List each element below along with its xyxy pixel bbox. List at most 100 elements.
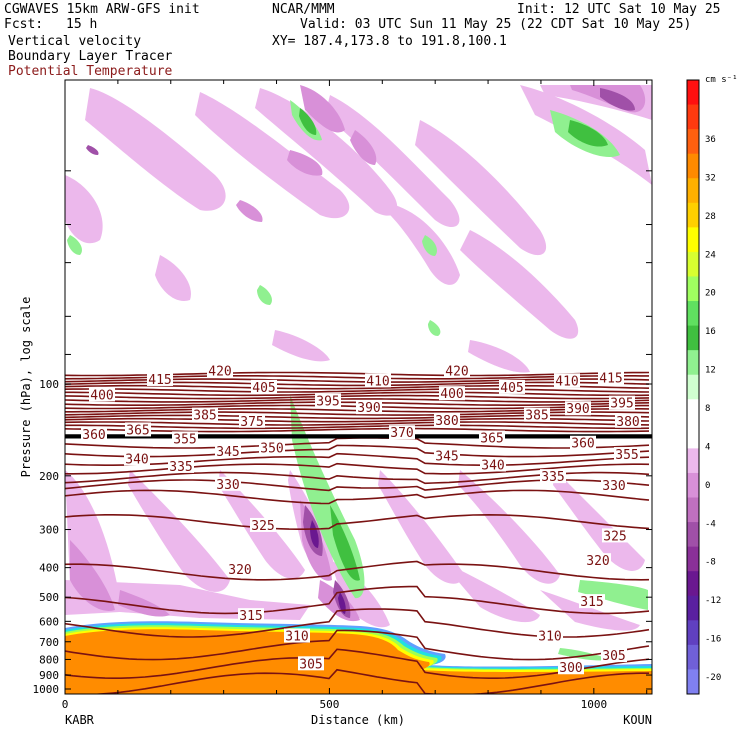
y-tick-label: 200 (39, 470, 59, 483)
colorbar-swatch (687, 620, 699, 646)
theta-label-bg (537, 628, 563, 643)
theta-label-bg (480, 457, 506, 472)
colorbar-label: 32 (705, 173, 716, 183)
theta-label-bg (315, 393, 341, 408)
y-axis-title: Pressure (hPa), log scale (19, 297, 33, 478)
theta-label-bg (356, 400, 382, 415)
theta-contour (65, 388, 650, 393)
theta-label: 410 (366, 374, 389, 389)
colorbar-label: 20 (705, 289, 716, 299)
theta-label-bg (540, 469, 566, 484)
colorbar-label: 36 (705, 135, 716, 145)
theta-label: 395 (316, 394, 339, 409)
theta-label: 305 (299, 657, 322, 672)
theta-contour (65, 629, 650, 661)
theta-contour (65, 585, 650, 615)
theta-contour (65, 648, 650, 679)
theta-contour (65, 489, 650, 505)
theta-label-bg (207, 363, 233, 378)
theta-label-bg (499, 379, 525, 394)
theta-label: 315 (239, 609, 262, 624)
valid-time: Valid: 03 UTC Sun 11 May 25 (22 CDT Sat … (300, 17, 692, 32)
theta-label: 390 (566, 402, 589, 417)
colorbar-swatch (687, 80, 699, 106)
colorbar-frame (686, 79, 700, 695)
theta-label: 420 (445, 365, 468, 380)
theta-label: 420 (208, 365, 231, 380)
colorbar-swatch (687, 472, 699, 499)
colorbar-swatch (687, 669, 699, 695)
theta-label: 340 (125, 453, 148, 468)
theta-contour (65, 424, 650, 430)
distance-axis: 0 500 1000 (62, 80, 648, 711)
theta-label: 360 (82, 428, 105, 443)
colorbar-unit: cm s⁻¹ (705, 75, 738, 85)
colorbar-swatch (687, 522, 699, 548)
theta-label: 355 (615, 448, 638, 463)
theta-label: 380 (435, 414, 458, 429)
theta-label-bg (284, 628, 310, 643)
y-tick-label: 800 (39, 653, 59, 666)
theta-label-bg (434, 448, 460, 463)
theta-label-bg (601, 648, 627, 663)
colorbar-label: 8 (705, 404, 710, 414)
theta-contour (65, 560, 650, 581)
colorbar-swatch (687, 301, 699, 327)
theta-label: 345 (435, 450, 458, 465)
x-tick-label: 500 (319, 698, 339, 711)
theta-contour (65, 417, 650, 423)
theta-label-bg (389, 425, 415, 440)
colorbar-swatch (687, 153, 699, 179)
theta-label: 415 (599, 372, 622, 387)
colorbar: 36 32 28 24 20 16 12 8 4 0 -4 -8 -12 -16 -20 (686, 79, 721, 695)
theta-label-bg (585, 553, 611, 568)
colorbar-swatch (687, 399, 699, 425)
theta-label: 370 (390, 426, 413, 441)
theta-label-bg (239, 413, 265, 428)
theta-contour (65, 668, 649, 694)
x-axis-title: Distance (km) (311, 713, 405, 727)
init-time: Init: 12 UTC Sat 10 May 25 (517, 2, 721, 17)
theta-label: 300 (559, 661, 582, 676)
theta-label-bg (124, 451, 150, 466)
theta-contour (65, 398, 650, 403)
peak-downward-motion (310, 520, 346, 614)
theta-label: 310 (285, 630, 308, 645)
colorbar-swatch (687, 644, 699, 670)
theta-contour (65, 452, 650, 466)
theta-label-bg (215, 476, 241, 491)
y-tick-label: 500 (39, 591, 59, 604)
theta-label: 380 (616, 415, 639, 430)
theta-label-bg (250, 517, 276, 532)
y-tick-label: 1000 (33, 683, 60, 696)
theta-label-bg (251, 379, 277, 394)
x-tick-label: 1000 (581, 698, 608, 711)
colorbar-label: 16 (705, 327, 716, 337)
theta-label-bg (598, 370, 624, 385)
colorbar-swatch (687, 448, 699, 474)
theta-label: 315 (580, 595, 603, 610)
y-tick-label: 700 (39, 636, 59, 649)
colorbar-label: -12 (705, 596, 721, 606)
fcst-value: 15 h (66, 17, 98, 32)
colorbar-label: -8 (705, 558, 716, 568)
y-tick-label: 100 (39, 378, 59, 391)
colorbar-swatch (687, 497, 699, 523)
theta-label-bg (601, 478, 627, 493)
theta-label: 310 (538, 630, 561, 645)
theta-label: 305 (602, 649, 625, 664)
colorbar-label: 0 (705, 481, 710, 491)
theta-label: 340 (481, 458, 504, 473)
theta-label-bg (558, 660, 584, 675)
theta-label-bg (434, 412, 460, 427)
colorbar-swatch (687, 595, 699, 621)
theta-contour (65, 421, 650, 426)
theta-label-bg (259, 440, 285, 455)
y-tick-label: 300 (39, 524, 59, 537)
org-label: NCAR/MMM (272, 2, 335, 17)
theta-label-bg (609, 395, 635, 410)
theta-label-bg (147, 371, 173, 386)
left-endpoint-label: KABR (65, 713, 95, 727)
x-tick-label: 0 (62, 698, 69, 711)
